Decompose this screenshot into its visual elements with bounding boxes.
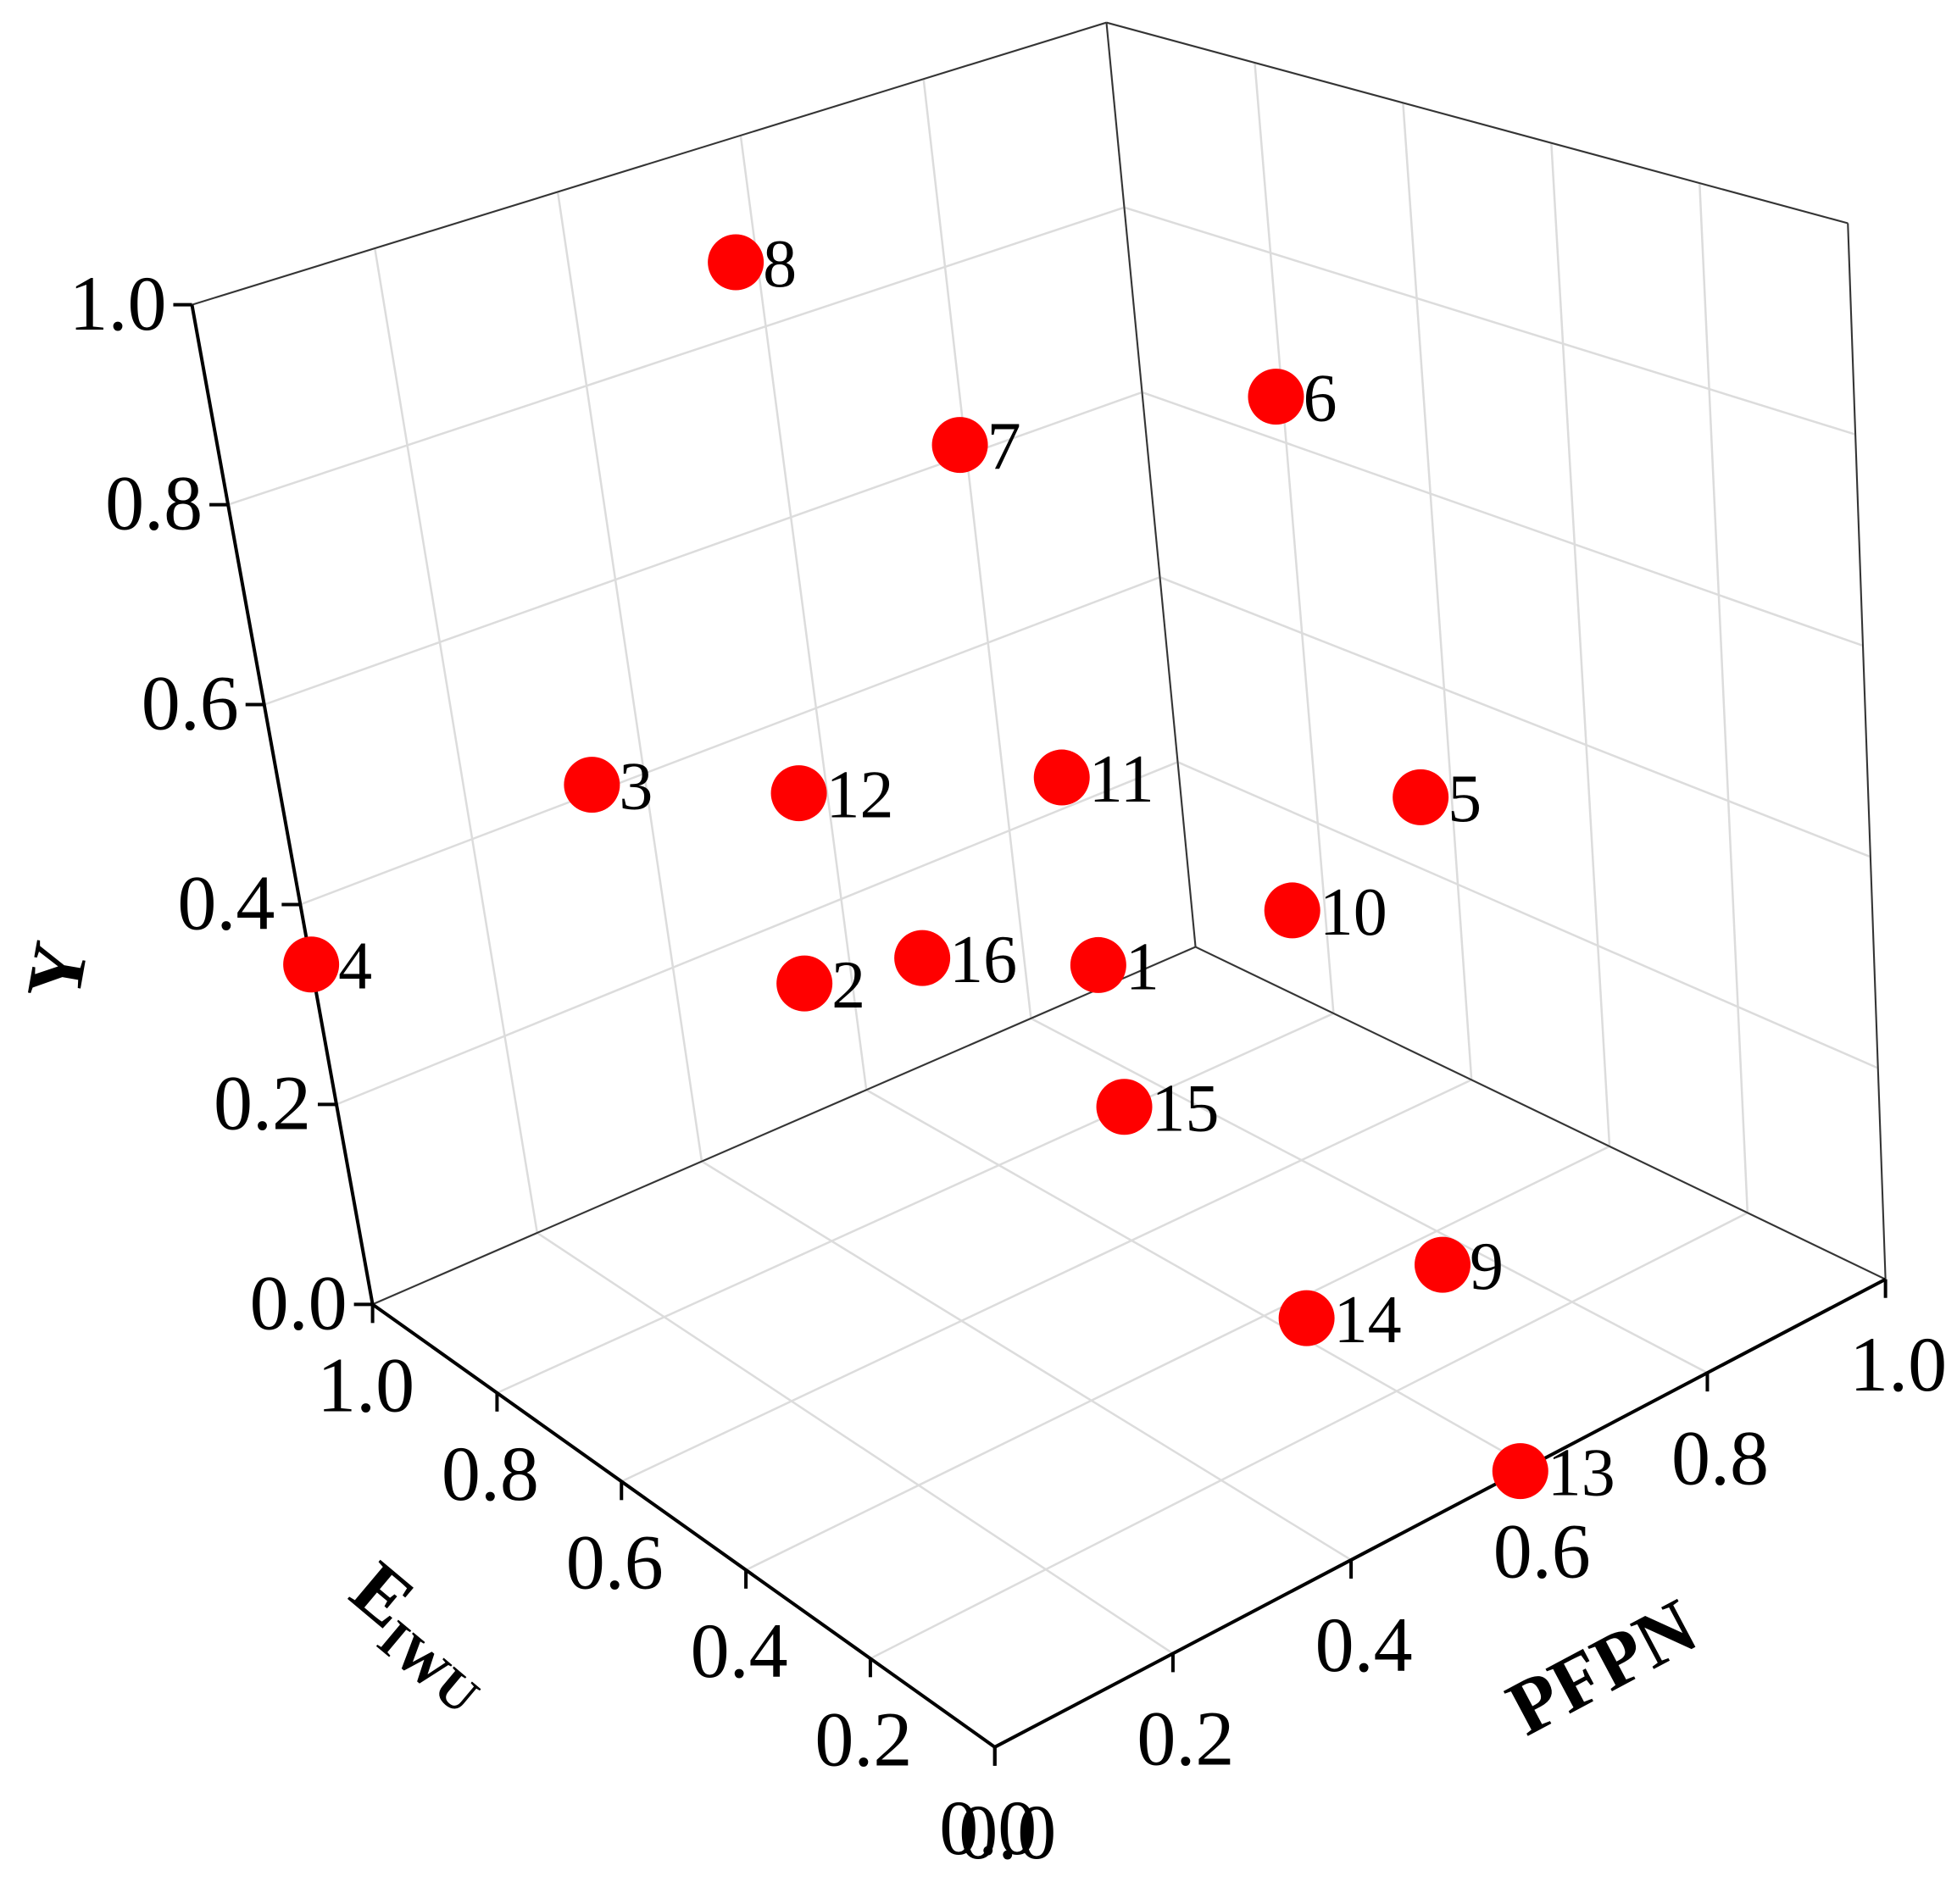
x-axis-title: EIWU <box>327 1545 516 1725</box>
z-tick-label: 0.2 <box>214 1060 311 1146</box>
x-tick-label: 0.0 <box>939 1785 1037 1871</box>
point-label: 4 <box>338 930 372 1004</box>
ticks: 0.00.20.40.60.81.00.00.20.40.60.81.00.00… <box>69 260 1947 1875</box>
grid-line <box>336 761 1179 1106</box>
y-tick-label: 0.2 <box>1137 1696 1234 1782</box>
point-label: 11 <box>1089 742 1154 817</box>
grid-line <box>620 1079 1472 1483</box>
point <box>1415 1236 1471 1293</box>
grid-line <box>1124 206 1856 436</box>
grid-line <box>870 1212 1749 1660</box>
grid-line <box>745 1145 1610 1571</box>
grid-line <box>1550 142 1611 1146</box>
point <box>776 955 833 1012</box>
point <box>564 757 620 813</box>
frame-edge <box>1195 946 1887 1280</box>
z-tick-label: 0.8 <box>105 460 203 547</box>
point-label: 2 <box>831 948 865 1023</box>
z-axis <box>190 304 375 1305</box>
point-label: 12 <box>826 758 894 832</box>
grid-line <box>227 206 1125 506</box>
grid-line <box>1142 391 1864 647</box>
point <box>1264 882 1320 939</box>
y-axis <box>993 1277 1887 1749</box>
z-axis-title: Y <box>9 935 104 1006</box>
point <box>894 930 951 986</box>
point-label: 15 <box>1152 1072 1220 1146</box>
grid-line <box>1159 575 1871 858</box>
y-tick-label: 0.4 <box>1315 1601 1413 1688</box>
point <box>1248 369 1304 425</box>
point-label: 10 <box>1320 875 1387 950</box>
x-tick-label: 1.0 <box>317 1341 414 1428</box>
grid-line <box>1254 62 1335 1014</box>
grid-line <box>1177 761 1879 1069</box>
point-label: 6 <box>1303 362 1337 436</box>
point <box>1393 769 1449 825</box>
grid-line <box>1698 183 1749 1213</box>
point <box>1492 1443 1548 1500</box>
frame-edge <box>372 946 1196 1306</box>
point <box>708 234 764 291</box>
point-label: 1 <box>1126 930 1159 1004</box>
point-label: 9 <box>1470 1230 1504 1304</box>
grid-line <box>537 1231 1174 1655</box>
grid-line <box>1402 103 1473 1080</box>
point <box>1278 1290 1335 1346</box>
point-label: 14 <box>1334 1283 1402 1357</box>
x-tick-label: 0.2 <box>814 1696 912 1782</box>
grid-line <box>299 575 1160 906</box>
point-label: 8 <box>763 227 797 302</box>
point <box>1096 1079 1153 1135</box>
grid-line <box>496 1012 1334 1394</box>
frame-edge <box>1105 22 1197 947</box>
point <box>1070 936 1126 993</box>
grid-line <box>865 1089 1530 1468</box>
x-axis <box>371 1302 996 1749</box>
point-label: 3 <box>619 750 653 824</box>
grid-line <box>1030 1017 1709 1374</box>
point <box>770 765 827 822</box>
y-tick-label: 0.8 <box>1671 1414 1769 1501</box>
x-tick-label: 0.4 <box>691 1607 788 1694</box>
y-tick-label: 0.6 <box>1493 1508 1591 1595</box>
point <box>931 417 988 474</box>
point <box>1033 749 1090 806</box>
x-tick-label: 0.8 <box>442 1430 539 1517</box>
point <box>283 936 340 993</box>
grid-line <box>264 391 1143 706</box>
z-tick-label: 0.4 <box>177 860 275 946</box>
frame-edge <box>1106 21 1849 225</box>
frame <box>190 21 1887 1749</box>
z-tick-label: 1.0 <box>69 260 166 347</box>
grid-line <box>374 247 539 1234</box>
point-label: 7 <box>987 409 1021 484</box>
grid-line <box>701 1160 1352 1562</box>
grid-line <box>556 192 703 1162</box>
grid-line <box>739 135 868 1091</box>
x-tick-label: 0.6 <box>566 1518 664 1605</box>
z-tick-label: 0.6 <box>142 660 239 747</box>
frame-edge <box>1847 223 1887 1280</box>
z-tick-label: 0.0 <box>250 1259 347 1346</box>
y-tick-label: 1.0 <box>1849 1321 1947 1407</box>
point-label: 13 <box>1548 1435 1615 1510</box>
point-label: 16 <box>949 923 1017 997</box>
y-tick-label: 0.0 <box>959 1789 1056 1875</box>
y-axis-title: PFPN <box>1493 1582 1710 1751</box>
point-label: 5 <box>1448 762 1482 836</box>
grid-line <box>922 79 1032 1019</box>
frame-edge <box>192 21 1107 306</box>
